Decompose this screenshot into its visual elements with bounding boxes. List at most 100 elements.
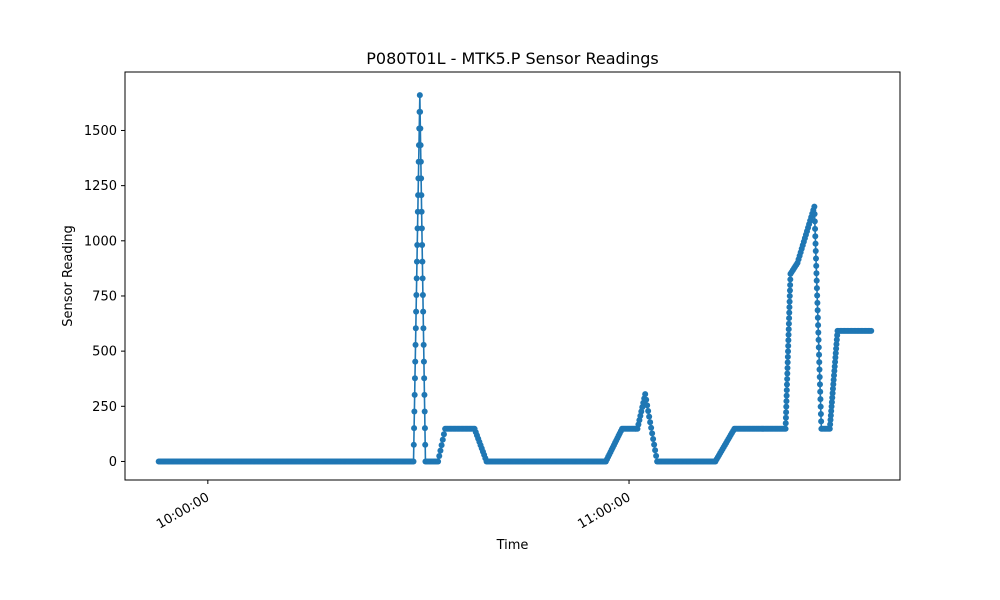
data-point [413, 275, 420, 282]
data-point [421, 391, 428, 398]
data-point [830, 376, 837, 383]
data-point [418, 192, 425, 199]
data-point [828, 399, 835, 406]
y-axis: 0 250 500 750 1000 1250 1500 [84, 124, 125, 470]
data-point [785, 326, 792, 333]
data-point [827, 421, 834, 428]
data-point [830, 381, 837, 388]
data-point [421, 408, 428, 415]
data-point [413, 291, 420, 298]
data-point [784, 370, 791, 377]
series-layer [155, 92, 875, 465]
y-tick-label: 250 [92, 400, 117, 415]
data-point [439, 436, 446, 443]
data-point [413, 258, 420, 265]
data-point [811, 203, 818, 210]
data-point [783, 403, 790, 410]
data-point [813, 285, 820, 292]
data-point [782, 425, 789, 432]
data-point [815, 336, 822, 343]
x-tick-label: 10:00:00 [154, 490, 212, 532]
data-point [783, 398, 790, 405]
data-point [811, 211, 818, 218]
data-point [831, 367, 838, 374]
data-point [786, 287, 793, 294]
data-point [440, 431, 447, 438]
data-point [650, 436, 657, 443]
data-point [831, 372, 838, 379]
data-point [817, 388, 824, 395]
data-point [648, 424, 655, 431]
data-point [816, 351, 823, 358]
data-point [828, 407, 835, 414]
data-point [812, 233, 819, 240]
data-point [652, 447, 659, 454]
data-point [826, 425, 833, 432]
data-point [413, 308, 420, 315]
data-point [785, 337, 792, 344]
data-point [814, 299, 821, 306]
data-point [815, 322, 822, 329]
data-point [786, 293, 793, 300]
data-point [784, 364, 791, 371]
data-point [419, 275, 426, 282]
data-point [644, 402, 651, 409]
data-point [832, 359, 839, 366]
data-point [786, 309, 793, 316]
data-point [817, 403, 824, 410]
data-point [410, 441, 417, 448]
data-point [421, 425, 428, 432]
x-axis: 10:00:00 11:00:00 [154, 480, 633, 532]
data-point [815, 329, 822, 336]
data-point [420, 308, 427, 315]
data-point [420, 358, 427, 365]
data-point [420, 341, 427, 348]
data-point [782, 420, 789, 427]
x-tick-label: 11:00:00 [575, 490, 633, 532]
data-point [814, 292, 821, 299]
data-point [816, 381, 823, 388]
data-point [418, 208, 425, 215]
data-point [829, 390, 836, 397]
data-point [411, 391, 418, 398]
data-point [420, 325, 427, 332]
data-point [832, 350, 839, 357]
data-point [787, 281, 794, 288]
data-point [417, 142, 424, 149]
data-point [811, 218, 818, 225]
data-point [785, 348, 792, 355]
y-tick-label: 1500 [84, 124, 117, 139]
data-point [833, 345, 840, 352]
data-point [785, 320, 792, 327]
data-point [815, 344, 822, 351]
data-point [783, 409, 790, 416]
data-point [412, 325, 419, 332]
data-point [643, 396, 650, 403]
data-point [816, 366, 823, 373]
data-point [646, 413, 653, 420]
plot-frame [124, 71, 901, 481]
data-point [418, 225, 425, 232]
data-point [782, 414, 789, 421]
data-point [419, 242, 426, 249]
data-point [647, 419, 654, 426]
y-tick-label: 1000 [84, 234, 117, 249]
data-point [818, 418, 825, 425]
series-line [158, 94, 872, 463]
data-point [812, 240, 819, 247]
data-point [831, 363, 838, 370]
data-point [833, 336, 840, 343]
data-point [784, 376, 791, 383]
data-point [868, 327, 875, 334]
data-point [419, 291, 426, 298]
y-tick-label: 750 [92, 289, 117, 304]
data-point [411, 408, 418, 415]
data-point [653, 452, 660, 459]
data-point [417, 125, 424, 132]
y-tick-label: 500 [92, 345, 117, 360]
data-point [411, 375, 418, 382]
data-point [410, 458, 417, 465]
data-point [787, 276, 794, 283]
data-point [783, 392, 790, 399]
